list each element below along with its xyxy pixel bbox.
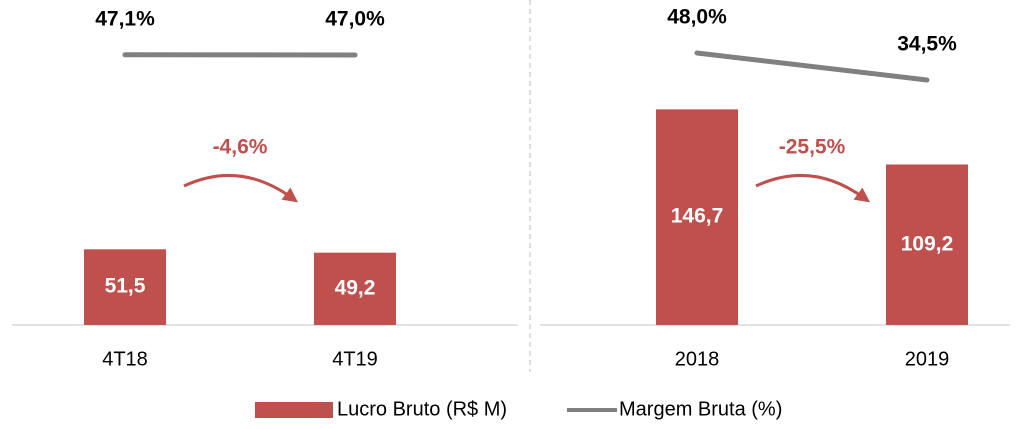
change-annotation: -4,6% xyxy=(213,136,268,159)
x-tick-label: 4T19 xyxy=(332,348,378,370)
bar-value-label: 51,5 xyxy=(105,275,146,298)
change-arrow xyxy=(184,175,292,198)
bar-value-label: 49,2 xyxy=(335,276,376,299)
bar-value-label: 146,7 xyxy=(671,205,724,228)
x-tick-label: 2019 xyxy=(905,348,950,370)
bar-value-label: 109,2 xyxy=(901,232,954,255)
margin-line xyxy=(697,53,927,80)
line-value-label: 47,1% xyxy=(95,7,155,30)
line-value-label: 34,5% xyxy=(897,33,957,56)
line-value-label: 47,0% xyxy=(325,8,385,31)
legend-label: Margem Bruta (%) xyxy=(619,398,782,420)
x-tick-label: 4T18 xyxy=(102,348,148,370)
line-value-label: 48,0% xyxy=(667,6,727,29)
change-annotation: -25,5% xyxy=(779,136,846,159)
x-tick-label: 2018 xyxy=(675,348,720,370)
legend-label: Lucro Bruto (R$ M) xyxy=(337,398,507,420)
legend-swatch xyxy=(255,402,333,418)
change-arrow xyxy=(756,175,864,198)
